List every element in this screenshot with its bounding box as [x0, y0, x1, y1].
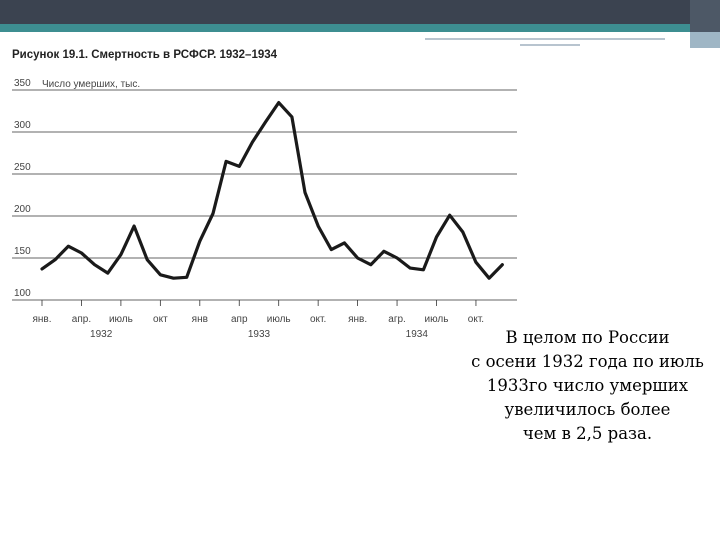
year-label: 1932 [90, 329, 113, 340]
caption-line-3: 1933го число умерших [486, 376, 689, 395]
data-point [395, 256, 399, 260]
y-axis-label: Число умерших, тыс. [42, 79, 140, 90]
data-point [290, 115, 294, 119]
x-tick-label: окт. [310, 314, 326, 325]
data-point [303, 191, 307, 194]
year-label: 1934 [406, 329, 429, 340]
data-point [93, 263, 96, 266]
data-point [501, 263, 504, 266]
caption-line-5: чем в 2,5 раза. [522, 424, 653, 443]
data-point [172, 276, 175, 280]
decor-line-short [520, 44, 580, 46]
data-point [461, 230, 464, 234]
x-tick-label: окт. [468, 314, 484, 325]
data-point [369, 263, 372, 266]
data-point [80, 251, 83, 255]
data-point [238, 165, 241, 168]
x-tick-label: апр. [72, 314, 91, 325]
y-tick-label: 350 [14, 78, 31, 89]
data-point [119, 253, 123, 256]
data-point [409, 266, 412, 270]
data-point [224, 160, 228, 163]
x-tick-label: окт [153, 314, 168, 325]
data-point [40, 267, 44, 271]
caption-line-1: В целом по России [505, 328, 670, 347]
chart-title: Рисунок 19.1. Смертность в РСФСР. 1932–1… [12, 49, 278, 61]
y-tick-label: 100 [14, 288, 31, 299]
x-tick-label: июль [425, 314, 449, 325]
data-point [487, 276, 491, 280]
y-tick-label: 150 [14, 246, 31, 257]
slide-corner-tab-light [690, 32, 720, 48]
data-point [382, 250, 386, 253]
decor-line [425, 38, 665, 40]
data-point [211, 212, 215, 215]
data-points [40, 101, 504, 280]
data-point [159, 273, 162, 276]
data-point [198, 240, 201, 243]
data-point [264, 120, 267, 124]
y-tick-label: 250 [14, 162, 31, 173]
data-point [422, 268, 425, 271]
data-point [53, 258, 57, 261]
data-point [106, 271, 109, 275]
data-point [277, 101, 280, 104]
data-point [356, 256, 359, 260]
x-tick-label: янв. [32, 314, 51, 325]
data-point [146, 258, 149, 261]
slide-top-bar [0, 0, 720, 24]
data-point [67, 245, 70, 248]
x-tick-label: янв. [348, 314, 367, 325]
data-point [435, 235, 438, 239]
x-tick-label: апр [231, 314, 248, 325]
x-axis-ticks: янв. апр. июль окт янв апр июль окт. янв. агр. июл… [32, 300, 484, 340]
caption-line-4: увеличилось более [504, 400, 671, 419]
x-tick-label: агр. [388, 314, 406, 325]
x-tick-label: июль [267, 314, 291, 325]
caption-line-2: с осени 1932 года по июль [471, 352, 704, 371]
year-label: 1933 [248, 329, 271, 340]
data-point [316, 224, 320, 228]
y-tick-label: 200 [14, 204, 31, 215]
y-tick-label: 300 [14, 120, 31, 131]
grid: 100 150 200 250 300 350 [12, 78, 517, 301]
slide-accent-bar [0, 24, 720, 32]
data-point [185, 276, 188, 279]
x-tick-label: янв [192, 314, 208, 325]
mortality-series-line [40, 100, 504, 280]
x-tick-label: июль [109, 314, 133, 325]
data-point [343, 241, 346, 245]
data-point [474, 261, 478, 264]
data-point [251, 140, 254, 144]
data-point [330, 248, 333, 251]
slide-caption: В целом по России с осени 1932 года по и… [455, 326, 720, 446]
mortality-chart: Рисунок 19.1. Смертность в РСФСР. 1932–1… [12, 49, 517, 340]
data-point [132, 224, 136, 228]
data-point [448, 213, 451, 217]
